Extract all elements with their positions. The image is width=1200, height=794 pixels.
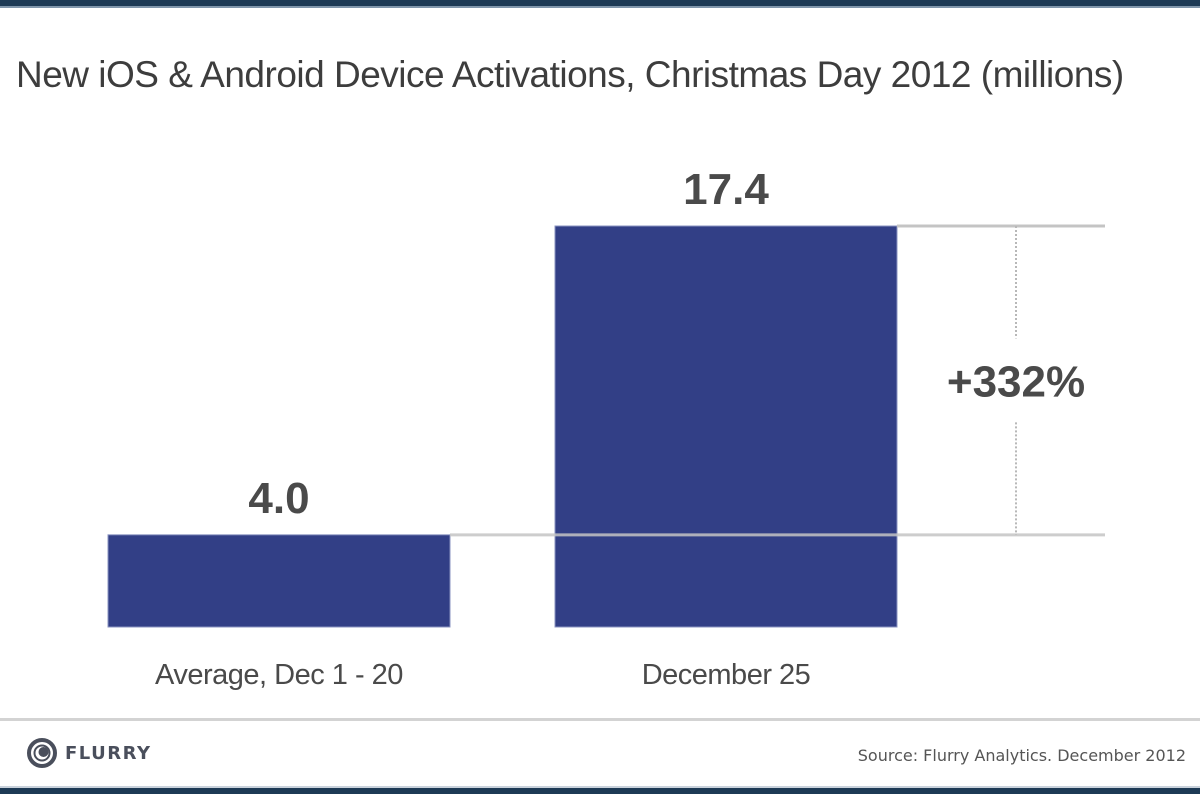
value-label-0: 4.0 [248,474,309,523]
flurry-logo: FLURRY [27,738,152,768]
category-label-1: December 25 [642,659,811,691]
logo-wordmark: FLURRY [65,742,152,764]
value-label-1: 17.4 [683,165,769,214]
bar-1 [554,225,898,628]
flurry-logo-icon [27,738,57,768]
bar-0 [107,534,451,628]
source-note: Source: Flurry Analytics. December 2012 [857,746,1186,765]
bottom-border [0,786,1200,794]
top-border [0,0,1200,8]
category-label-0: Average, Dec 1 - 20 [155,659,403,691]
footer-divider [0,718,1200,721]
bar-chart: 4.0 Average, Dec 1 - 20 17.4 December 25 +33… [107,165,1105,691]
chart-title: New iOS & Android Device Activations, Ch… [16,54,1124,95]
growth-annotation: +332% [947,357,1085,406]
